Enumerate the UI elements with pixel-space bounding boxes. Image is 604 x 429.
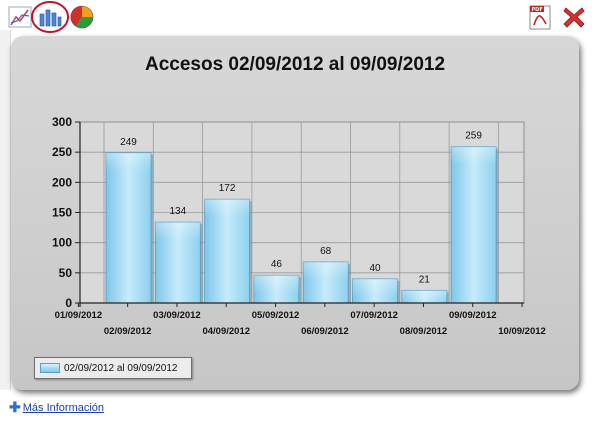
pie-chart-icon[interactable] <box>68 3 96 31</box>
pdf-icon[interactable]: PDF <box>526 3 554 31</box>
bar-highlight <box>204 199 250 218</box>
bar-chart-icon[interactable] <box>30 0 70 34</box>
y-tick-label: 300 <box>52 115 72 129</box>
y-tick-label: 150 <box>52 206 72 220</box>
bar <box>450 146 497 304</box>
bar-highlight <box>451 146 497 165</box>
y-tick-label: 250 <box>52 145 72 159</box>
data-label: 68 <box>320 246 332 257</box>
bar-highlight <box>303 261 349 280</box>
x-tick-label: 06/09/2012 <box>301 326 349 337</box>
data-label: 249 <box>120 137 137 148</box>
bar-highlight <box>352 278 398 297</box>
chart-legend: 02/09/2012 al 09/09/2012 <box>34 357 192 379</box>
x-tick-label: 04/09/2012 <box>202 326 250 337</box>
x-tick-label: 07/09/2012 <box>350 310 398 321</box>
legend-label: 02/09/2012 al 09/09/2012 <box>64 362 178 374</box>
data-label: 46 <box>271 259 283 270</box>
y-tick-label: 100 <box>52 236 72 250</box>
y-tick-label: 50 <box>59 266 73 280</box>
x-tick-label: 01/09/2012 <box>55 310 103 321</box>
data-label: 134 <box>169 206 186 217</box>
bar-highlight <box>155 222 201 241</box>
data-label: 259 <box>465 131 482 142</box>
bar-highlight <box>253 275 299 294</box>
bar-highlight <box>106 152 151 171</box>
x-tick-label: 08/09/2012 <box>400 326 448 337</box>
chart-title: Accesos 02/09/2012 al 09/09/2012 <box>144 54 446 75</box>
more-info-link[interactable]: ✚ Más Información <box>9 399 104 416</box>
x-tick-label: 10/09/2012 <box>498 326 546 337</box>
bar-highlight <box>401 290 447 303</box>
close-icon[interactable] <box>560 3 588 31</box>
line-chart-icon[interactable] <box>6 3 34 31</box>
background-panel-edge <box>0 30 11 390</box>
y-tick-label: 0 <box>65 296 72 310</box>
x-tick-label: 03/09/2012 <box>153 310 201 321</box>
x-tick-label: 05/09/2012 <box>252 310 300 321</box>
chart-toolbar: PDF <box>0 0 604 34</box>
x-tick-label: 02/09/2012 <box>104 326 152 337</box>
data-label: 21 <box>419 274 431 285</box>
plus-icon: ✚ <box>9 399 21 415</box>
svg-text:PDF: PDF <box>532 7 543 13</box>
data-label: 172 <box>219 183 236 194</box>
x-tick-label: 09/09/2012 <box>449 310 497 321</box>
y-tick-label: 200 <box>52 175 72 189</box>
data-label: 40 <box>369 263 381 274</box>
more-info-label[interactable]: Más Información <box>22 401 105 414</box>
legend-swatch <box>40 363 60 373</box>
bar <box>105 152 152 304</box>
